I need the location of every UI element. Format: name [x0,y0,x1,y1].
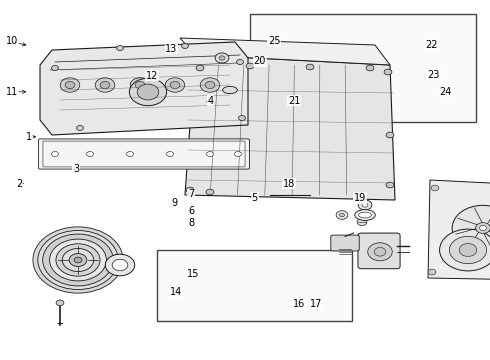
Text: 11: 11 [6,87,19,97]
Circle shape [38,230,118,289]
Circle shape [219,56,225,60]
Circle shape [137,84,159,100]
Circle shape [56,244,100,276]
Text: 15: 15 [187,269,200,279]
Circle shape [76,126,83,131]
Text: 2: 2 [17,179,23,189]
Circle shape [237,59,244,64]
Circle shape [386,132,394,138]
Bar [250,14,476,122]
Circle shape [56,300,64,306]
Text: 22: 22 [425,40,438,50]
Circle shape [358,200,372,210]
Text: 13: 13 [165,44,177,54]
Text: 23: 23 [427,69,440,80]
Circle shape [167,152,173,157]
Circle shape [65,81,75,89]
Circle shape [452,205,490,251]
Circle shape [129,78,167,106]
Polygon shape [185,55,395,200]
Circle shape [306,64,314,70]
Text: 21: 21 [288,96,300,106]
Circle shape [374,247,386,256]
Circle shape [366,65,374,71]
Text: 8: 8 [188,218,194,228]
Circle shape [105,254,135,276]
Circle shape [200,78,220,92]
Circle shape [357,219,367,226]
Circle shape [215,53,229,63]
Circle shape [205,81,215,89]
FancyBboxPatch shape [358,233,400,269]
Circle shape [480,225,487,230]
Text: 14: 14 [171,287,182,297]
Circle shape [476,222,490,233]
Text: 17: 17 [310,299,322,309]
Circle shape [235,152,242,157]
Text: 24: 24 [440,87,452,97]
Circle shape [33,227,123,293]
Circle shape [384,69,392,75]
Circle shape [51,66,58,71]
Circle shape [186,187,194,193]
Circle shape [239,116,245,121]
Text: 9: 9 [171,198,177,208]
Ellipse shape [355,210,375,220]
Circle shape [182,44,189,49]
Bar [157,250,352,321]
Circle shape [51,152,58,157]
Circle shape [49,239,106,281]
Text: 19: 19 [354,193,366,203]
Circle shape [130,78,150,92]
Circle shape [112,259,128,271]
Circle shape [74,257,82,263]
Circle shape [117,45,123,50]
Polygon shape [180,38,390,65]
Ellipse shape [359,212,371,218]
Circle shape [207,152,214,157]
Circle shape [87,152,94,157]
Text: 1: 1 [26,132,32,142]
Text: 16: 16 [293,299,305,309]
Text: 25: 25 [268,36,281,46]
Text: 12: 12 [146,71,158,81]
Text: 20: 20 [253,56,266,66]
Circle shape [336,211,348,219]
Circle shape [340,213,344,217]
FancyBboxPatch shape [331,235,359,251]
Circle shape [126,152,133,157]
Text: 7: 7 [188,189,194,199]
Text: 3: 3 [73,164,79,174]
Circle shape [170,81,180,89]
Circle shape [69,253,87,266]
Circle shape [165,78,185,92]
Circle shape [362,203,368,207]
Circle shape [459,243,477,256]
Ellipse shape [222,86,237,94]
Text: 5: 5 [252,193,258,203]
Circle shape [95,78,115,92]
Circle shape [196,65,204,71]
Text: 6: 6 [188,206,194,216]
Text: 10: 10 [6,36,19,46]
Circle shape [135,81,145,89]
Circle shape [206,189,214,195]
Circle shape [386,182,394,188]
Circle shape [368,243,392,261]
Circle shape [60,78,80,92]
Text: 18: 18 [283,179,295,189]
Circle shape [62,248,94,271]
Circle shape [431,185,439,191]
Text: 4: 4 [208,96,214,106]
Circle shape [246,63,254,69]
Circle shape [43,234,113,286]
Polygon shape [428,180,490,280]
Polygon shape [40,42,248,135]
Circle shape [440,229,490,271]
Circle shape [100,81,110,89]
Circle shape [428,269,436,275]
FancyBboxPatch shape [39,139,249,169]
Circle shape [449,236,487,264]
